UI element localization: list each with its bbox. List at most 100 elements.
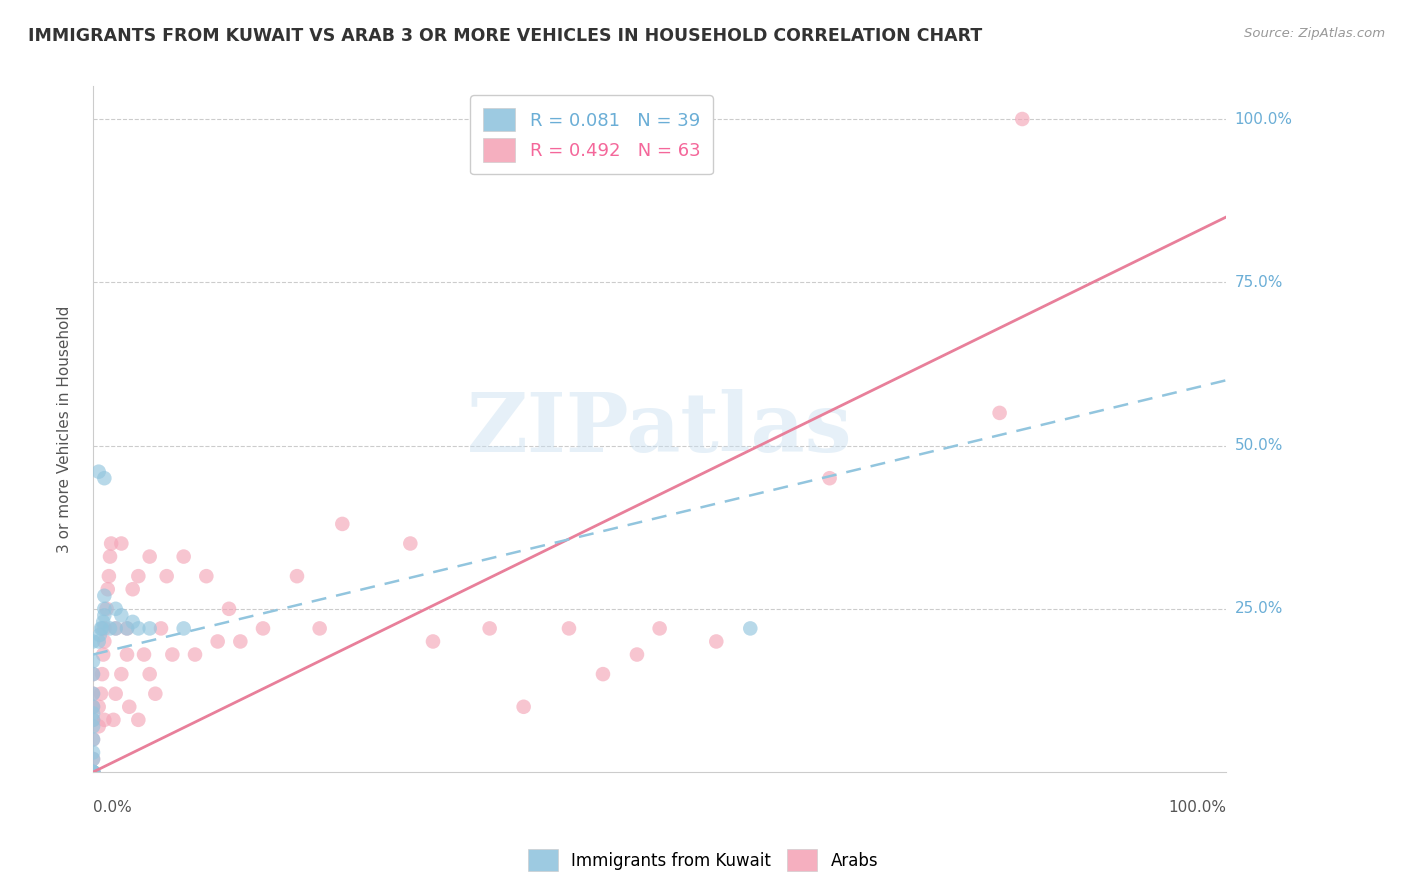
Point bbox=[626, 648, 648, 662]
Point bbox=[82, 746, 104, 760]
Point bbox=[173, 621, 195, 635]
Point bbox=[82, 732, 104, 747]
Point bbox=[82, 765, 104, 780]
Point bbox=[90, 687, 112, 701]
Point bbox=[82, 752, 104, 766]
Point bbox=[132, 648, 155, 662]
Point bbox=[704, 634, 727, 648]
Point bbox=[93, 713, 115, 727]
Point bbox=[91, 615, 114, 629]
Point bbox=[422, 634, 444, 648]
Point bbox=[90, 621, 112, 635]
Point bbox=[82, 765, 104, 780]
Point bbox=[478, 621, 501, 635]
Point bbox=[103, 713, 125, 727]
Point bbox=[127, 569, 149, 583]
Point bbox=[82, 654, 104, 668]
Point bbox=[93, 608, 115, 623]
Point bbox=[93, 621, 115, 635]
Point bbox=[82, 765, 104, 780]
Point bbox=[118, 699, 141, 714]
Point bbox=[285, 569, 308, 583]
Point bbox=[818, 471, 841, 485]
Point bbox=[121, 615, 143, 629]
Point bbox=[138, 549, 160, 564]
Point bbox=[91, 621, 114, 635]
Text: ZIPatlas: ZIPatlas bbox=[467, 389, 852, 469]
Point bbox=[399, 536, 422, 550]
Point bbox=[82, 706, 104, 721]
Point bbox=[138, 667, 160, 681]
Point bbox=[91, 667, 114, 681]
Text: 0.0%: 0.0% bbox=[93, 799, 132, 814]
Point bbox=[184, 648, 207, 662]
Point bbox=[93, 589, 115, 603]
Point bbox=[82, 765, 104, 780]
Point bbox=[82, 699, 104, 714]
Point bbox=[592, 667, 614, 681]
Point bbox=[82, 765, 104, 780]
Point bbox=[150, 621, 173, 635]
Point bbox=[87, 699, 110, 714]
Point bbox=[740, 621, 762, 635]
Point bbox=[115, 648, 138, 662]
Point bbox=[1011, 112, 1033, 126]
Point bbox=[82, 752, 104, 766]
Point bbox=[82, 667, 104, 681]
Text: Source: ZipAtlas.com: Source: ZipAtlas.com bbox=[1244, 27, 1385, 40]
Point bbox=[195, 569, 218, 583]
Point bbox=[82, 732, 104, 747]
Point bbox=[229, 634, 252, 648]
Point bbox=[82, 634, 104, 648]
Text: 50.0%: 50.0% bbox=[1234, 438, 1282, 453]
Point bbox=[104, 621, 127, 635]
Point bbox=[82, 765, 104, 780]
Point bbox=[91, 648, 114, 662]
Point bbox=[89, 628, 111, 642]
Point bbox=[121, 582, 143, 597]
Point bbox=[143, 687, 166, 701]
Point bbox=[127, 713, 149, 727]
Point bbox=[138, 621, 160, 635]
Point bbox=[308, 621, 330, 635]
Point bbox=[104, 602, 127, 616]
Point bbox=[82, 687, 104, 701]
Point bbox=[82, 765, 104, 780]
Text: 75.0%: 75.0% bbox=[1234, 275, 1282, 290]
Point bbox=[330, 516, 353, 531]
Point bbox=[156, 569, 179, 583]
Legend: R = 0.081   N = 39, R = 0.492   N = 63: R = 0.081 N = 39, R = 0.492 N = 63 bbox=[470, 95, 713, 174]
Point bbox=[110, 667, 132, 681]
Point bbox=[110, 536, 132, 550]
Point bbox=[988, 406, 1011, 420]
Point bbox=[93, 634, 115, 648]
Point bbox=[98, 621, 121, 635]
Text: 25.0%: 25.0% bbox=[1234, 601, 1282, 616]
Text: 100.0%: 100.0% bbox=[1234, 112, 1292, 127]
Point bbox=[87, 634, 110, 648]
Point bbox=[82, 699, 104, 714]
Point bbox=[82, 765, 104, 780]
Point bbox=[87, 719, 110, 733]
Point bbox=[82, 765, 104, 780]
Point bbox=[82, 719, 104, 733]
Point bbox=[104, 687, 127, 701]
Point bbox=[558, 621, 581, 635]
Y-axis label: 3 or more Vehicles in Household: 3 or more Vehicles in Household bbox=[58, 306, 72, 553]
Point bbox=[115, 621, 138, 635]
Point bbox=[100, 536, 122, 550]
Point bbox=[162, 648, 184, 662]
Point bbox=[252, 621, 274, 635]
Point bbox=[96, 602, 118, 616]
Point bbox=[173, 549, 195, 564]
Text: 100.0%: 100.0% bbox=[1168, 799, 1226, 814]
Point bbox=[110, 608, 132, 623]
Legend: Immigrants from Kuwait, Arabs: Immigrants from Kuwait, Arabs bbox=[519, 841, 887, 880]
Point bbox=[82, 687, 104, 701]
Point bbox=[648, 621, 671, 635]
Point bbox=[218, 602, 240, 616]
Point bbox=[207, 634, 229, 648]
Point bbox=[104, 621, 127, 635]
Point bbox=[97, 582, 120, 597]
Point bbox=[82, 713, 104, 727]
